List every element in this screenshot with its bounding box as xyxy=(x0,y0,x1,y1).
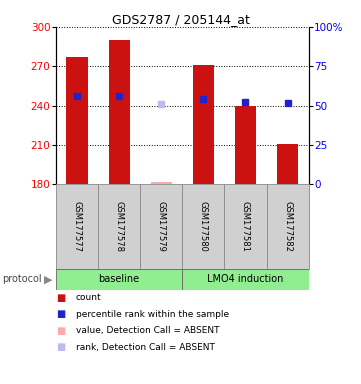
Bar xyxy=(182,184,225,269)
Text: GSM177578: GSM177578 xyxy=(115,201,123,252)
Text: value, Detection Call = ABSENT: value, Detection Call = ABSENT xyxy=(76,326,219,335)
Bar xyxy=(109,40,130,184)
Bar xyxy=(56,184,98,269)
Text: GSM177580: GSM177580 xyxy=(199,201,208,252)
Text: GSM177579: GSM177579 xyxy=(157,201,166,252)
Bar xyxy=(98,184,140,269)
Text: ■: ■ xyxy=(56,326,65,336)
Text: count: count xyxy=(76,293,101,302)
Bar xyxy=(140,184,182,269)
Text: ▶: ▶ xyxy=(44,274,53,285)
Bar xyxy=(151,182,172,184)
Text: ■: ■ xyxy=(56,293,65,303)
Bar xyxy=(66,57,87,184)
Bar xyxy=(266,184,309,269)
Text: GSM177582: GSM177582 xyxy=(283,201,292,252)
Text: rank, Detection Call = ABSENT: rank, Detection Call = ABSENT xyxy=(76,343,215,352)
Bar xyxy=(225,184,266,269)
Text: GSM177577: GSM177577 xyxy=(73,201,82,252)
Text: baseline: baseline xyxy=(99,274,140,285)
Text: percentile rank within the sample: percentile rank within the sample xyxy=(76,310,229,319)
Text: ■: ■ xyxy=(56,309,65,319)
Text: GSM177581: GSM177581 xyxy=(241,201,250,252)
Bar xyxy=(193,65,214,184)
Text: protocol: protocol xyxy=(2,274,42,285)
Bar xyxy=(235,106,256,184)
Text: GDS2787 / 205144_at: GDS2787 / 205144_at xyxy=(112,13,249,26)
Text: ■: ■ xyxy=(56,342,65,352)
Bar xyxy=(182,269,309,290)
Bar xyxy=(277,144,298,184)
Text: LMO4 induction: LMO4 induction xyxy=(207,274,284,285)
Bar xyxy=(56,269,182,290)
